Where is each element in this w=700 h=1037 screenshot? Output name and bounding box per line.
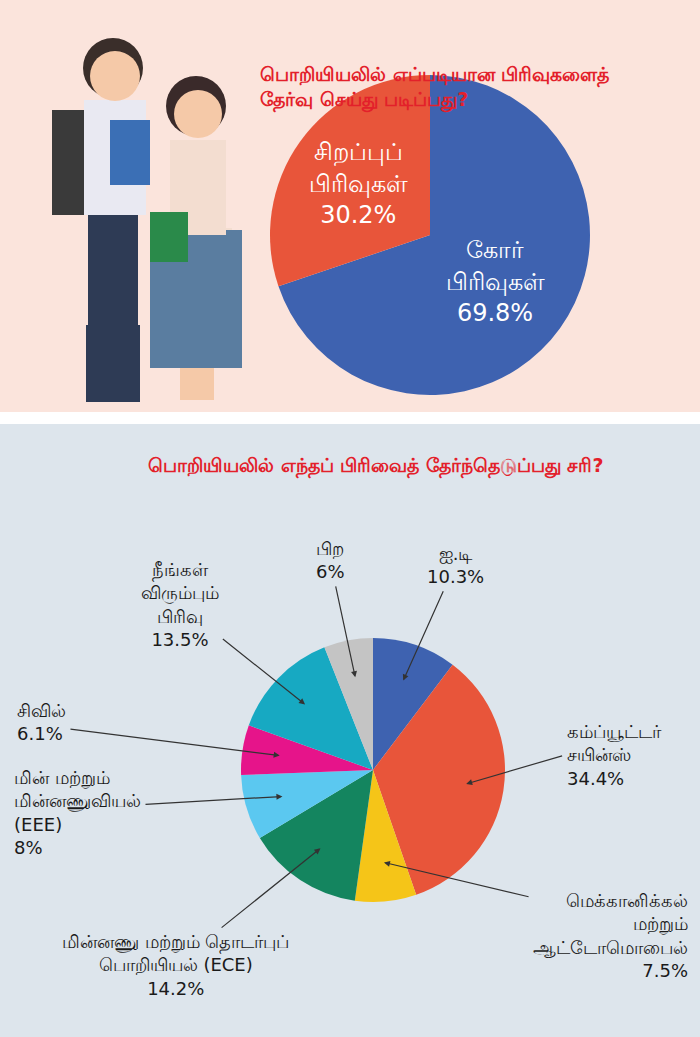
svg-text:கோர்பிரிவுகள்69.8%: கோர்பிரிவுகள்69.8% [446, 236, 545, 326]
svg-text:பொறியியலில் எந்தப் பிரிவைத் தே: பொறியியலில் எந்தப் பிரிவைத் தேர்ந்தெடுப்… [148, 454, 603, 479]
svg-text:ஐ.டி10.3%: ஐ.டி10.3% [427, 543, 484, 587]
svg-text:பொறியியலில் எப்படியான பிரிவுகள: பொறியியலில் எப்படியான பிரிவுகளைத்தேர்வு … [260, 63, 609, 113]
svg-text:நீங்கள்விரும்பும்பிரிவு13.5%: நீங்கள்விரும்பும்பிரிவு13.5% [141, 559, 219, 650]
svg-text:மெக்கானிக்கல்மற்றும்ஆட்டோமொபைல: மெக்கானிக்கல்மற்றும்ஆட்டோமொபைல்7.5% [533, 890, 688, 981]
svg-text:கம்ப்யூட்டர்சயின்ஸ்34.4%: கம்ப்யூட்டர்சயின்ஸ்34.4% [567, 721, 662, 789]
svg-text:மின் மற்றும்மின்னணுவியல்(EEE)8: மின் மற்றும்மின்னணுவியல்(EEE)8% [14, 767, 141, 858]
svg-text:சிறப்புப்பிரிவுகள்30.2%: சிறப்புப்பிரிவுகள்30.2% [309, 138, 408, 228]
svg-text:மின்னணு மற்றும் தொடர்புப்பொறிய: மின்னணு மற்றும் தொடர்புப்பொறியியல் (ECE)… [62, 931, 289, 999]
svg-text:பிற6%: பிற6% [316, 538, 345, 582]
svg-text:சிவில்6.1%: சிவில்6.1% [17, 700, 66, 744]
